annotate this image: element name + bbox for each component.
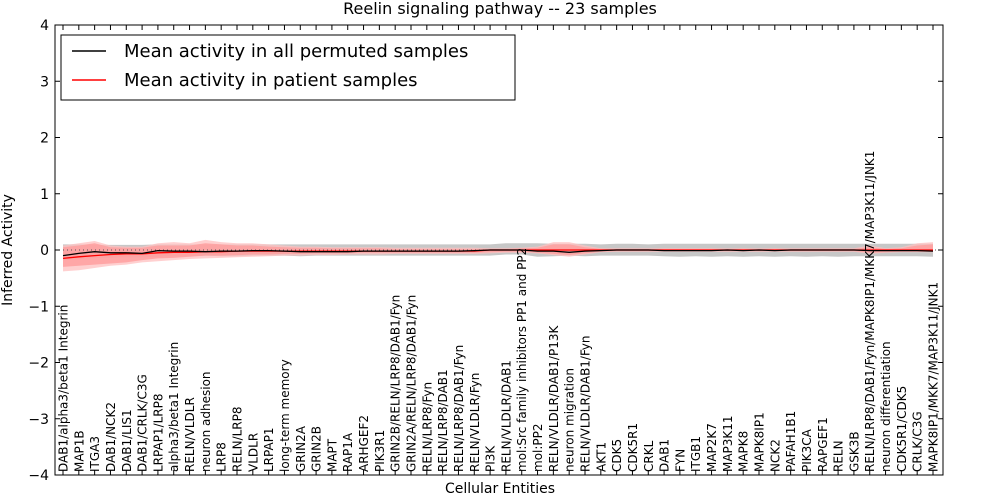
y-tick-label: 4 <box>40 18 49 34</box>
x-tick-label: RELN/LRP8/DAB1 <box>436 369 450 472</box>
x-axis-ticks <box>62 25 934 475</box>
y-tick-label: 1 <box>40 187 49 203</box>
x-axis-tick-labels: DAB1/alpha3/beta1 Integrin MAP1B ITGA3 DAB1… <box>57 151 941 472</box>
legend-label-permuted: Mean activity in all permuted samples <box>124 41 468 62</box>
x-tick-label: NCK2 <box>768 439 782 472</box>
x-tick-label: DAB1/NCK2 <box>104 402 118 472</box>
x-tick-label: PAFAH1B1 <box>784 411 798 472</box>
x-tick-label: MAP1B <box>72 430 86 472</box>
x-tick-label: DAB1/CRLK/C3G <box>136 374 150 472</box>
x-tick-label: CDK5R1/CDK5 <box>895 386 909 472</box>
y-tick-label: 2 <box>40 131 49 147</box>
x-tick-label: neuron adhesion <box>199 371 213 472</box>
x-tick-label: PI3K <box>484 445 498 472</box>
x-tick-label: MAPK8IP1/MKK7/MAP3K11/JNK1 <box>927 282 941 472</box>
x-tick-label: LRP8 <box>215 442 229 472</box>
x-tick-label: DAB1/alpha3/beta1 Integrin <box>57 305 71 472</box>
x-tick-label: DAB1/LIS1 <box>120 409 134 472</box>
x-tick-label: MAPK8 <box>737 431 751 472</box>
x-tick-label: mol:Src family inhibitors PP1 and PP2 <box>515 248 529 472</box>
series-lines <box>62 249 934 260</box>
x-tick-label: CRKL <box>642 440 656 472</box>
band-patient-samples-spread-inner- <box>63 243 933 267</box>
x-tick-label: RELN <box>832 440 846 472</box>
y-tick-label: 0 <box>40 243 49 259</box>
x-tick-label: long-term memory <box>278 359 292 472</box>
x-tick-label: CRLK/C3G <box>911 411 925 472</box>
x-tick-label: PIK3CA <box>800 428 814 472</box>
x-tick-label: neuron migration <box>563 368 577 472</box>
x-tick-label: MAP2K7 <box>705 423 719 472</box>
y-tick-label: −4 <box>28 468 49 484</box>
series-line-permuted <box>62 249 934 257</box>
x-tick-label: GSK3B <box>847 431 861 472</box>
y-tick-label: −2 <box>28 356 49 372</box>
x-tick-label: mol:PP2 <box>531 423 545 472</box>
x-tick-label: RAP1A <box>341 432 355 472</box>
x-axis-label: Cellular Entities <box>445 481 555 497</box>
x-tick-label: MAPK8IP1 <box>753 412 767 472</box>
y-tick-label: −1 <box>28 299 49 315</box>
x-tick-label: alpha3/beta1 Integrin <box>167 342 181 472</box>
x-tick-label: RELN/VLDLR/DAB1/P13K <box>547 325 561 472</box>
x-tick-label: GRIN2B/RELN/LRP8/DAB1/Fyn <box>389 295 403 472</box>
y-tick-label: −3 <box>28 412 49 428</box>
x-tick-label: RELN/LRP8/DAB1/Fyn <box>452 345 466 472</box>
x-tick-label: RELN/LRP8 <box>231 406 245 472</box>
legend-box <box>60 34 516 101</box>
x-tick-label: AKT1 <box>594 442 608 472</box>
spread-bands <box>63 239 933 272</box>
chart-title: Reelin signaling pathway -- 23 samples <box>343 0 657 18</box>
x-tick-label: PIK3R1 <box>373 430 387 472</box>
x-tick-label: VLDLR <box>246 433 260 472</box>
x-tick-label: CDK5 <box>610 439 624 472</box>
x-tick-label: FYN <box>673 449 687 472</box>
x-tick-label: RELN/VLDLR/Fyn <box>468 373 482 472</box>
x-tick-label: DAB1 <box>658 439 672 472</box>
x-tick-label: ITGA3 <box>88 436 102 472</box>
x-tick-label: MAP3K11 <box>721 415 735 472</box>
x-tick-label: RELN/VLDLR/DAB1/Fyn <box>579 336 593 472</box>
y-tick-label: 3 <box>40 74 49 90</box>
y-axis: −4 −3 −2 −1 0 1 2 3 4 <box>28 18 943 484</box>
x-tick-label: LRPAP1 <box>262 427 276 472</box>
legend: Mean activity in all permuted samples Me… <box>60 34 516 101</box>
x-tick-label: RELN/VLDLR/DAB1 <box>499 360 513 472</box>
x-tick-label: ARHGEF2 <box>357 415 371 472</box>
x-tick-label: GRIN2A <box>294 425 308 472</box>
x-tick-label: ITGB1 <box>689 436 703 472</box>
y-axis-label: Inferred Activity <box>0 194 16 306</box>
x-tick-label: neuron differentiation <box>879 341 893 472</box>
x-tick-label: RELN/LRP8/DAB1/Fyn/MAPK8IP1/MKK7/MAP3K11… <box>863 151 877 472</box>
x-tick-label: LRPAP1/LRP8 <box>151 393 165 472</box>
legend-label-patient: Mean activity in patient samples <box>124 70 418 91</box>
x-tick-label: CDK5R1 <box>626 423 640 472</box>
x-tick-label: GRIN2A/RELN/LRP8/DAB1/Fyn <box>405 295 419 472</box>
x-tick-label: RELN/LRP8/Fyn <box>420 382 434 472</box>
x-tick-label: RAPGEF1 <box>816 417 830 472</box>
x-tick-label: GRIN2B <box>310 426 324 472</box>
x-tick-label: MAPT <box>325 438 339 472</box>
x-tick-label: RELN/VLDLR <box>183 397 197 472</box>
